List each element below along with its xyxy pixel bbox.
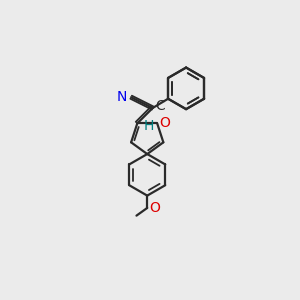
Text: O: O xyxy=(160,116,170,130)
Text: C: C xyxy=(155,100,165,113)
Text: O: O xyxy=(150,201,160,215)
Text: N: N xyxy=(117,90,127,104)
Text: H: H xyxy=(143,119,154,133)
